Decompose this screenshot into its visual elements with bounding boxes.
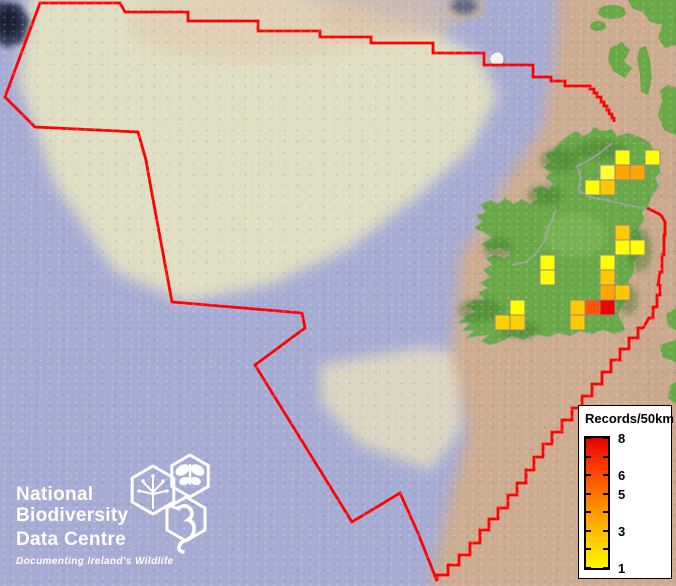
legend-tick bbox=[586, 474, 591, 477]
legend-tick bbox=[586, 511, 591, 514]
grid-square[interactable] bbox=[509, 314, 526, 331]
legend-title: Records/50km bbox=[585, 411, 674, 426]
grid-square[interactable] bbox=[599, 254, 616, 271]
ni-border-line bbox=[575, 142, 651, 210]
grid-square[interactable] bbox=[614, 239, 631, 256]
seahorse-icon bbox=[171, 504, 196, 554]
grid-square[interactable] bbox=[644, 149, 661, 166]
designated-area-boundary bbox=[3, 1, 667, 582]
legend-tick bbox=[586, 492, 591, 495]
hexagon-tree bbox=[130, 464, 176, 516]
grid-square[interactable] bbox=[539, 254, 556, 271]
grid-square[interactable] bbox=[599, 269, 616, 286]
grid-square[interactable] bbox=[509, 299, 526, 316]
legend-label: 6 bbox=[618, 468, 626, 484]
legend-label: 8 bbox=[618, 431, 626, 446]
legend-gradient-bar bbox=[584, 436, 610, 570]
legend-color-bar: 8 6 5 3 1 bbox=[584, 431, 668, 576]
legend-tick bbox=[603, 511, 608, 514]
legend-tick bbox=[603, 455, 608, 458]
legend-tick bbox=[586, 548, 591, 551]
legend-tick bbox=[586, 437, 591, 439]
grid-square[interactable] bbox=[494, 314, 511, 331]
legend-tick bbox=[603, 548, 608, 551]
scotland-landmass bbox=[590, 0, 676, 135]
grid-square[interactable] bbox=[569, 299, 586, 316]
logo-line-3: Data Centre bbox=[16, 529, 126, 550]
grid-square[interactable] bbox=[629, 239, 646, 256]
grid-square[interactable] bbox=[614, 149, 631, 166]
grid-square[interactable] bbox=[569, 314, 586, 331]
river-shannon bbox=[511, 209, 557, 266]
legend-tick bbox=[586, 455, 591, 458]
grid-square[interactable] bbox=[584, 299, 601, 316]
grid-square[interactable] bbox=[539, 269, 556, 286]
legend-tick bbox=[603, 529, 608, 532]
butterfly-icon bbox=[175, 464, 205, 486]
logo-line-2: Biodiversity bbox=[16, 505, 129, 526]
logo-hexagon-cluster bbox=[130, 453, 210, 554]
legend-label: 3 bbox=[618, 523, 626, 539]
grid-square[interactable] bbox=[614, 164, 631, 181]
grid-square[interactable] bbox=[614, 284, 631, 301]
wales-landmass bbox=[660, 308, 676, 404]
legend-tick bbox=[586, 529, 591, 532]
legend-tick bbox=[603, 492, 608, 495]
legend-label: 5 bbox=[618, 486, 626, 502]
legend-label: 1 bbox=[618, 561, 626, 576]
logo-line-1: National bbox=[16, 484, 94, 505]
legend-tick bbox=[603, 474, 608, 477]
logo-tagline: Documenting Ireland's Wildlife bbox=[16, 556, 174, 567]
grid-square[interactable] bbox=[599, 179, 616, 196]
grid-square[interactable] bbox=[599, 284, 616, 301]
grid-square[interactable] bbox=[599, 164, 616, 181]
legend: Records/50km 8 6 5 3 1 bbox=[578, 405, 674, 579]
grid-square[interactable] bbox=[584, 179, 601, 196]
hexagon-butterfly bbox=[170, 453, 210, 499]
grid-square[interactable] bbox=[614, 224, 631, 241]
hexagon-seahorse bbox=[165, 495, 207, 543]
legend-tick bbox=[603, 437, 608, 439]
nbdc-logo: National Biodiversity Data Centre Docume… bbox=[16, 453, 210, 567]
tree-icon bbox=[137, 474, 169, 509]
grid-square[interactable] bbox=[629, 164, 646, 181]
legend-tick bbox=[586, 567, 591, 569]
grid-square[interactable] bbox=[599, 299, 616, 316]
legend-tick bbox=[603, 567, 608, 569]
